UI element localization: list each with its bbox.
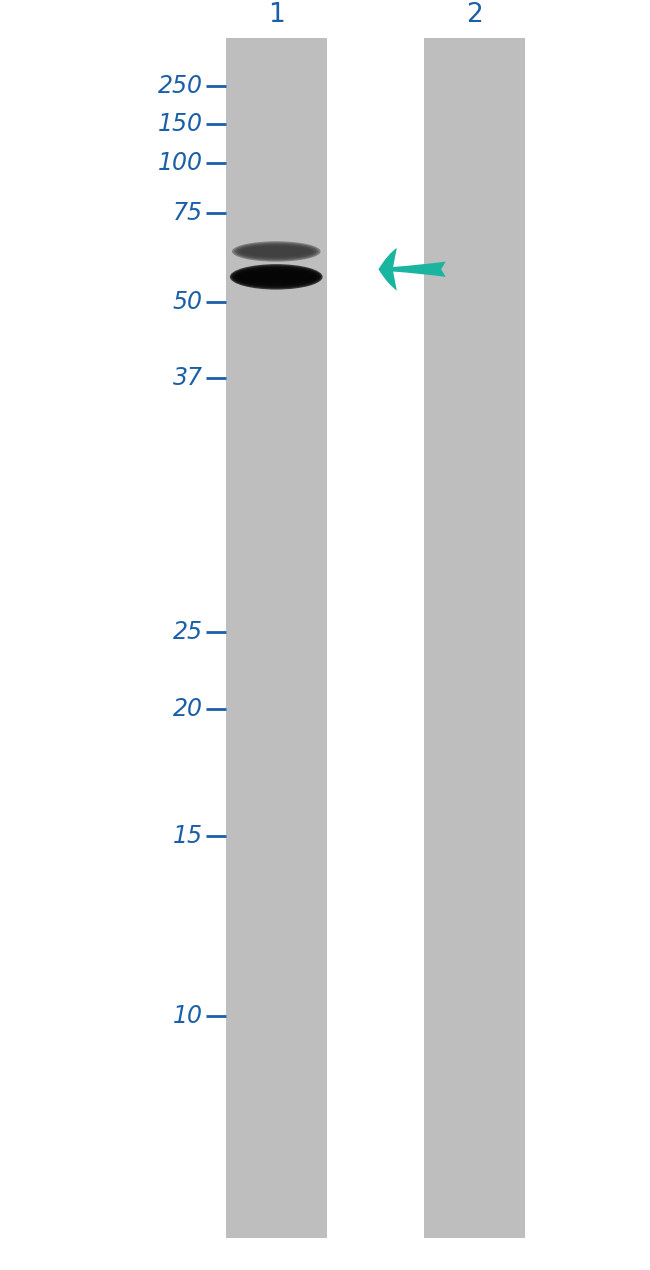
Ellipse shape (237, 271, 316, 283)
Text: 2: 2 (466, 3, 483, 28)
Text: 25: 25 (172, 621, 203, 644)
Text: 250: 250 (157, 75, 203, 98)
Text: 75: 75 (172, 202, 203, 225)
Ellipse shape (239, 272, 314, 282)
Text: 20: 20 (172, 697, 203, 720)
Ellipse shape (240, 246, 312, 257)
Text: 100: 100 (157, 151, 203, 174)
Text: 37: 37 (172, 367, 203, 390)
Bar (424, 38, 525, 1238)
Text: 10: 10 (172, 1005, 203, 1027)
Bar (226, 38, 326, 1238)
Ellipse shape (237, 244, 316, 259)
Ellipse shape (233, 267, 320, 287)
Ellipse shape (239, 245, 314, 258)
Text: 1: 1 (268, 3, 285, 28)
Ellipse shape (234, 243, 318, 260)
Ellipse shape (232, 241, 320, 262)
Ellipse shape (230, 264, 322, 290)
Text: 15: 15 (172, 824, 203, 847)
Ellipse shape (235, 269, 317, 284)
Ellipse shape (231, 265, 321, 288)
Text: 50: 50 (172, 291, 203, 314)
Ellipse shape (234, 268, 318, 286)
Text: 150: 150 (157, 113, 203, 136)
